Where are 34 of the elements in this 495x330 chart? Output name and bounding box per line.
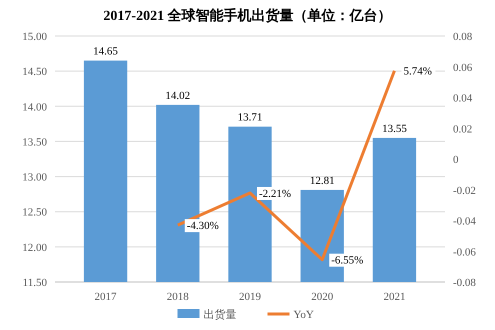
data-label: 13.71 bbox=[238, 112, 262, 124]
y-tick-label: 15.00 bbox=[22, 31, 48, 43]
chart-title: 2017-2021 全球智能手机出货量（单位：亿台） bbox=[103, 7, 392, 24]
y2-tick-label: 0 bbox=[453, 154, 459, 166]
y-tick-label: 13.00 bbox=[22, 172, 48, 184]
data-label: 14.02 bbox=[165, 90, 190, 102]
x-tick-label: 2019 bbox=[239, 291, 262, 303]
y2-tick-label: -0.06 bbox=[453, 246, 476, 258]
x-tick-label: 2017 bbox=[94, 291, 118, 303]
data-label: -4.30% bbox=[186, 220, 219, 232]
y-tick-label: 14.00 bbox=[22, 101, 48, 114]
y-tick-label: 12.50 bbox=[22, 206, 48, 219]
x-tick-label: 2021 bbox=[383, 291, 406, 303]
y2-tick-label: -0.08 bbox=[453, 277, 476, 289]
y2-tick-label: 0.08 bbox=[453, 31, 473, 43]
y2-tick-label: 0.02 bbox=[453, 123, 472, 136]
y-tick-label: 11.50 bbox=[22, 277, 48, 289]
y-tick-label: 14.50 bbox=[22, 66, 48, 78]
y-tick-label: 13.50 bbox=[22, 136, 48, 148]
legend-label: YoY bbox=[294, 309, 314, 321]
y2-tick-label: -0.04 bbox=[453, 216, 476, 228]
data-label: 5.74% bbox=[403, 66, 432, 78]
data-label: -2.21% bbox=[259, 188, 292, 200]
y-tick-label: 12.00 bbox=[22, 242, 48, 254]
y2-tick-label: 0.04 bbox=[453, 92, 473, 104]
x-tick-label: 2020 bbox=[311, 291, 334, 303]
data-label: 14.65 bbox=[93, 46, 118, 58]
y2-tick-label: 0.06 bbox=[453, 62, 473, 74]
x-tick-label: 2018 bbox=[166, 291, 190, 303]
data-label: 12.81 bbox=[310, 174, 335, 187]
data-label: -6.55% bbox=[331, 254, 364, 267]
legend-label: 出货量 bbox=[204, 308, 236, 321]
data-label: 13.55 bbox=[382, 122, 408, 135]
y2-tick-label: -0.02 bbox=[453, 184, 476, 197]
